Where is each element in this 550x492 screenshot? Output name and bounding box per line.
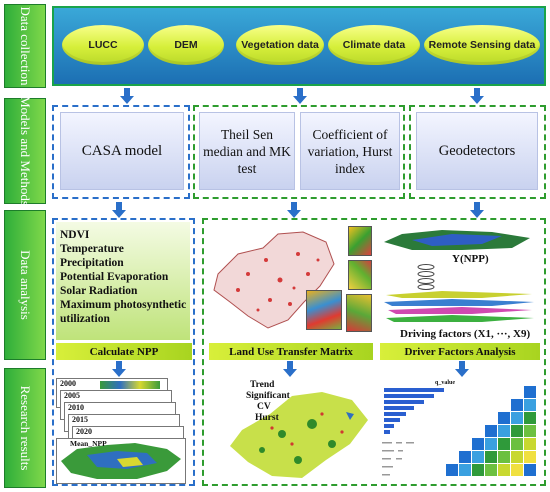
zoom-map-2 — [348, 260, 372, 290]
calculate-npp-bar: Calculate NPP — [56, 343, 192, 360]
theil-sen-box: Theil Sen median and MK test — [199, 112, 295, 190]
interaction-matrix — [444, 384, 540, 482]
casa-model-box: CASA model — [60, 112, 184, 190]
matrix-cell — [485, 438, 497, 450]
factor-ellipses — [396, 264, 456, 290]
matrix-cell — [498, 464, 510, 476]
year-map-strip — [100, 381, 160, 389]
npp-layer — [382, 228, 532, 252]
arrow-down-icon — [293, 88, 307, 104]
matrix-cell — [498, 451, 510, 463]
year-2020: 2020 — [76, 427, 92, 436]
matrix-cell — [524, 399, 536, 411]
matrix-cell — [498, 425, 510, 437]
geodetectors-box: Geodetectors — [416, 112, 538, 190]
mean-npp-map — [56, 438, 186, 484]
geo-frame — [409, 105, 546, 199]
land-use-bar: Land Use Transfer Matrix — [209, 343, 373, 360]
arrow-down-icon — [470, 202, 484, 218]
sidebar-research-results: Research results — [4, 368, 46, 488]
matrix-cell — [524, 464, 536, 476]
zoom-map-3 — [306, 290, 342, 330]
factor-solar-radiation: Solar Radiation — [60, 285, 138, 297]
casa-frame — [52, 105, 190, 199]
year-2000: 2000 — [60, 379, 76, 388]
year-2005: 2005 — [64, 391, 80, 400]
matrix-cell — [511, 438, 523, 450]
significant-label: Significant — [246, 391, 290, 401]
matrix-cell — [524, 412, 536, 424]
y-npp-label: Y(NPP) — [452, 253, 489, 265]
year-2015: 2015 — [72, 415, 88, 424]
trend-frame — [193, 105, 405, 199]
sidebar-data-collection: Data collection — [4, 4, 46, 88]
matrix-cell — [498, 412, 510, 424]
source-climate: Climate data — [328, 25, 420, 65]
hurst-label: Hurst — [255, 413, 279, 423]
arrow-down-icon — [455, 361, 469, 377]
driving-factors-label: Driving factors (X1, ···, X9) — [400, 328, 531, 340]
sidebar-data-analysis: Data analysis — [4, 210, 46, 360]
arrow-down-icon — [120, 88, 134, 104]
factor-max-photosynthetic: Maximum photosynthetic utilization — [60, 299, 187, 325]
matrix-cell — [511, 412, 523, 424]
mean-npp-label: Mean_NPP — [70, 439, 107, 448]
trend-map — [222, 384, 372, 482]
sidebar-models-methods: Models and Methods — [4, 96, 46, 206]
trend-label: Trend — [250, 380, 275, 390]
factors-box — [56, 222, 190, 340]
arrow-down-icon — [112, 202, 126, 218]
source-lucc: LUCC — [62, 25, 144, 65]
source-remote-sensing: Remote Sensing data — [424, 25, 540, 65]
q-value-chart — [382, 386, 454, 436]
matrix-cell — [524, 386, 536, 398]
arrow-down-icon — [287, 202, 301, 218]
matrix-cell — [511, 464, 523, 476]
cv-label: CV — [257, 402, 271, 412]
matrix-cell — [472, 464, 484, 476]
year-2010: 2010 — [68, 403, 84, 412]
factor-ndvi: NDVI — [60, 229, 90, 241]
matrix-cell — [485, 425, 497, 437]
factor-precipitation: Precipitation — [60, 257, 124, 269]
source-vegetation: Vegetation data — [236, 25, 324, 65]
analysis-frame — [202, 218, 546, 486]
npp-frame — [52, 218, 195, 486]
matrix-cell — [511, 451, 523, 463]
matrix-cell — [472, 438, 484, 450]
arrow-down-icon — [470, 88, 484, 104]
coef-variation-box: Coefficient of variation, Hurst index — [300, 112, 400, 190]
driver-factors-bar: Driver Factors Analysis — [380, 343, 540, 360]
matrix-cell — [524, 425, 536, 437]
matrix-cell — [524, 451, 536, 463]
land-use-map — [208, 224, 346, 336]
matrix-cell — [524, 438, 536, 450]
zoom-map-4 — [346, 294, 372, 332]
q-value-label: q_value — [435, 380, 456, 386]
matrix-cell — [459, 451, 471, 463]
matrix-cell — [446, 464, 458, 476]
factor-potential-evaporation: Potential Evaporation — [60, 271, 169, 283]
arrow-down-icon — [112, 361, 126, 377]
zoom-map-1 — [348, 226, 372, 256]
source-dem: DEM — [148, 25, 224, 65]
matrix-cell — [511, 399, 523, 411]
matrix-cell — [498, 438, 510, 450]
factor-table — [380, 438, 440, 482]
factors-list: NDVI Temperature Precipitation Potential… — [60, 228, 190, 326]
matrix-cell — [459, 464, 471, 476]
factor-layers — [382, 290, 538, 324]
factor-temperature: Temperature — [60, 243, 124, 255]
matrix-cell — [511, 425, 523, 437]
matrix-cell — [485, 451, 497, 463]
matrix-cell — [485, 464, 497, 476]
arrow-down-icon — [283, 361, 297, 377]
matrix-cell — [472, 451, 484, 463]
